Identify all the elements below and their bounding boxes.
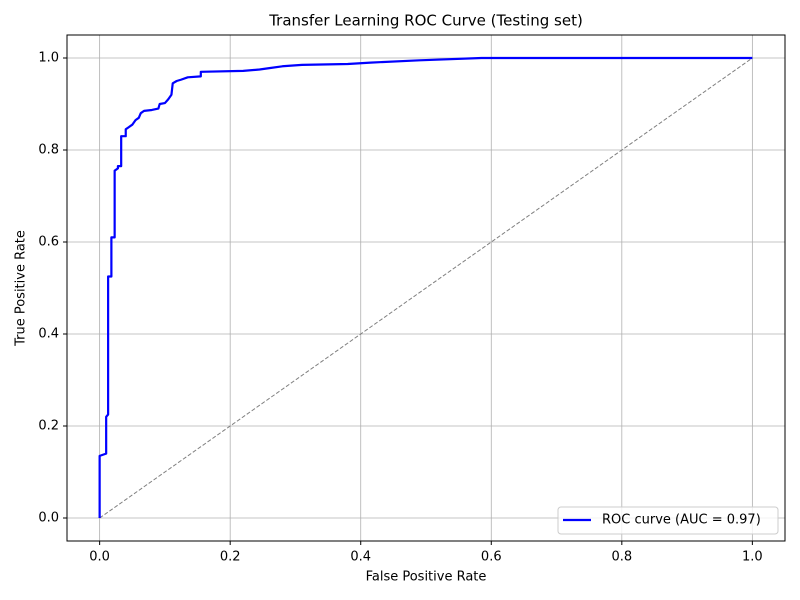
reference-line (99, 57, 753, 519)
x-tick-label: 0.8 (611, 550, 632, 565)
x-axis-label: False Positive Rate (366, 570, 487, 585)
legend-label: ROC curve (AUC = 0.97) (602, 513, 761, 528)
legend-box (557, 506, 779, 535)
x-tick-label: 0.4 (350, 550, 371, 565)
y-axis-label: True Positive Rate (14, 230, 29, 347)
x-tick-label: 0.6 (481, 550, 502, 565)
x-tick-label: 0.2 (220, 550, 241, 565)
y-tick-label: 0.2 (38, 419, 59, 434)
chart-title: Transfer Learning ROC Curve (Testing set… (268, 12, 583, 30)
y-tick-label: 0.0 (38, 511, 59, 526)
y-tick-label: 0.6 (38, 235, 59, 250)
axes-frame (66, 34, 786, 542)
roc-line (98, 56, 753, 518)
y-tick-label: 0.8 (38, 143, 59, 158)
y-tick-label: 1.0 (38, 51, 59, 66)
x-tick-label: 0.0 (89, 550, 110, 565)
y-tick-label: 0.4 (38, 327, 59, 342)
x-tick-label: 1.0 (742, 550, 763, 565)
